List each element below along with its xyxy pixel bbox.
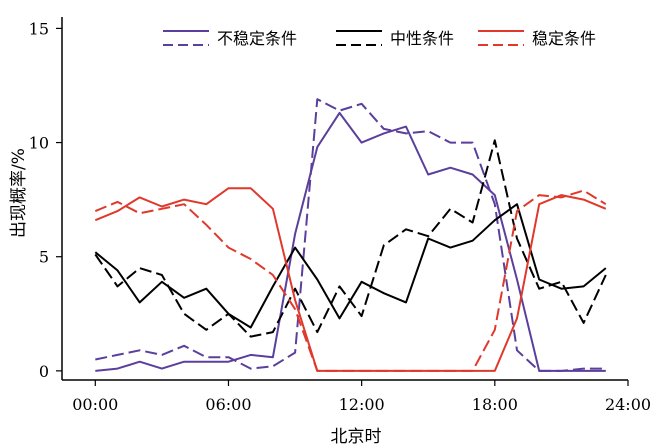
series-layer [94,98,607,372]
series-line-1 [95,111,606,372]
y-tick-label: 0 [39,362,49,381]
series-line-2 [95,98,606,372]
legend: 不稳定条件 中性条件 稳定条件 [163,29,596,48]
y-tick-label: 5 [39,248,49,267]
legend-label: 中性条件 [390,29,454,48]
x-tick-label: 06:00 [205,395,251,414]
x-tick-label: 00:00 [72,395,118,414]
series-line-4 [94,139,607,338]
y-tick-label: 10 [29,134,49,153]
series-line-6 [94,189,607,372]
legend-label: 稳定条件 [532,29,596,48]
x-tick-label: 12:00 [339,395,385,414]
series-line-5 [94,187,607,372]
plot-area: 00:00 06:00 12:00 18:00 24:00 0 5 10 15 [29,17,650,414]
y-tick-label: 15 [29,19,49,38]
y-axis-title: 出现概率/% [9,148,29,238]
x-tick-label: 24:00 [605,395,650,414]
series-line-3 [94,203,607,329]
legend-label: 不稳定条件 [217,29,297,48]
x-axis-title: 北京时 [331,427,382,447]
x-tick-label: 18:00 [472,395,518,414]
